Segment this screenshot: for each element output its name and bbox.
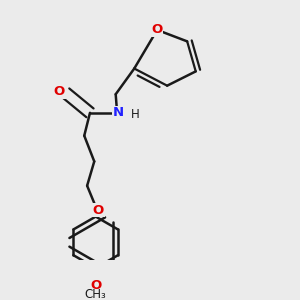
Text: H: H <box>131 108 140 122</box>
Text: O: O <box>90 279 101 292</box>
Text: N: N <box>113 106 124 119</box>
Text: CH₃: CH₃ <box>85 288 106 300</box>
Text: O: O <box>54 85 65 98</box>
Text: O: O <box>152 23 163 36</box>
Text: O: O <box>93 203 104 217</box>
